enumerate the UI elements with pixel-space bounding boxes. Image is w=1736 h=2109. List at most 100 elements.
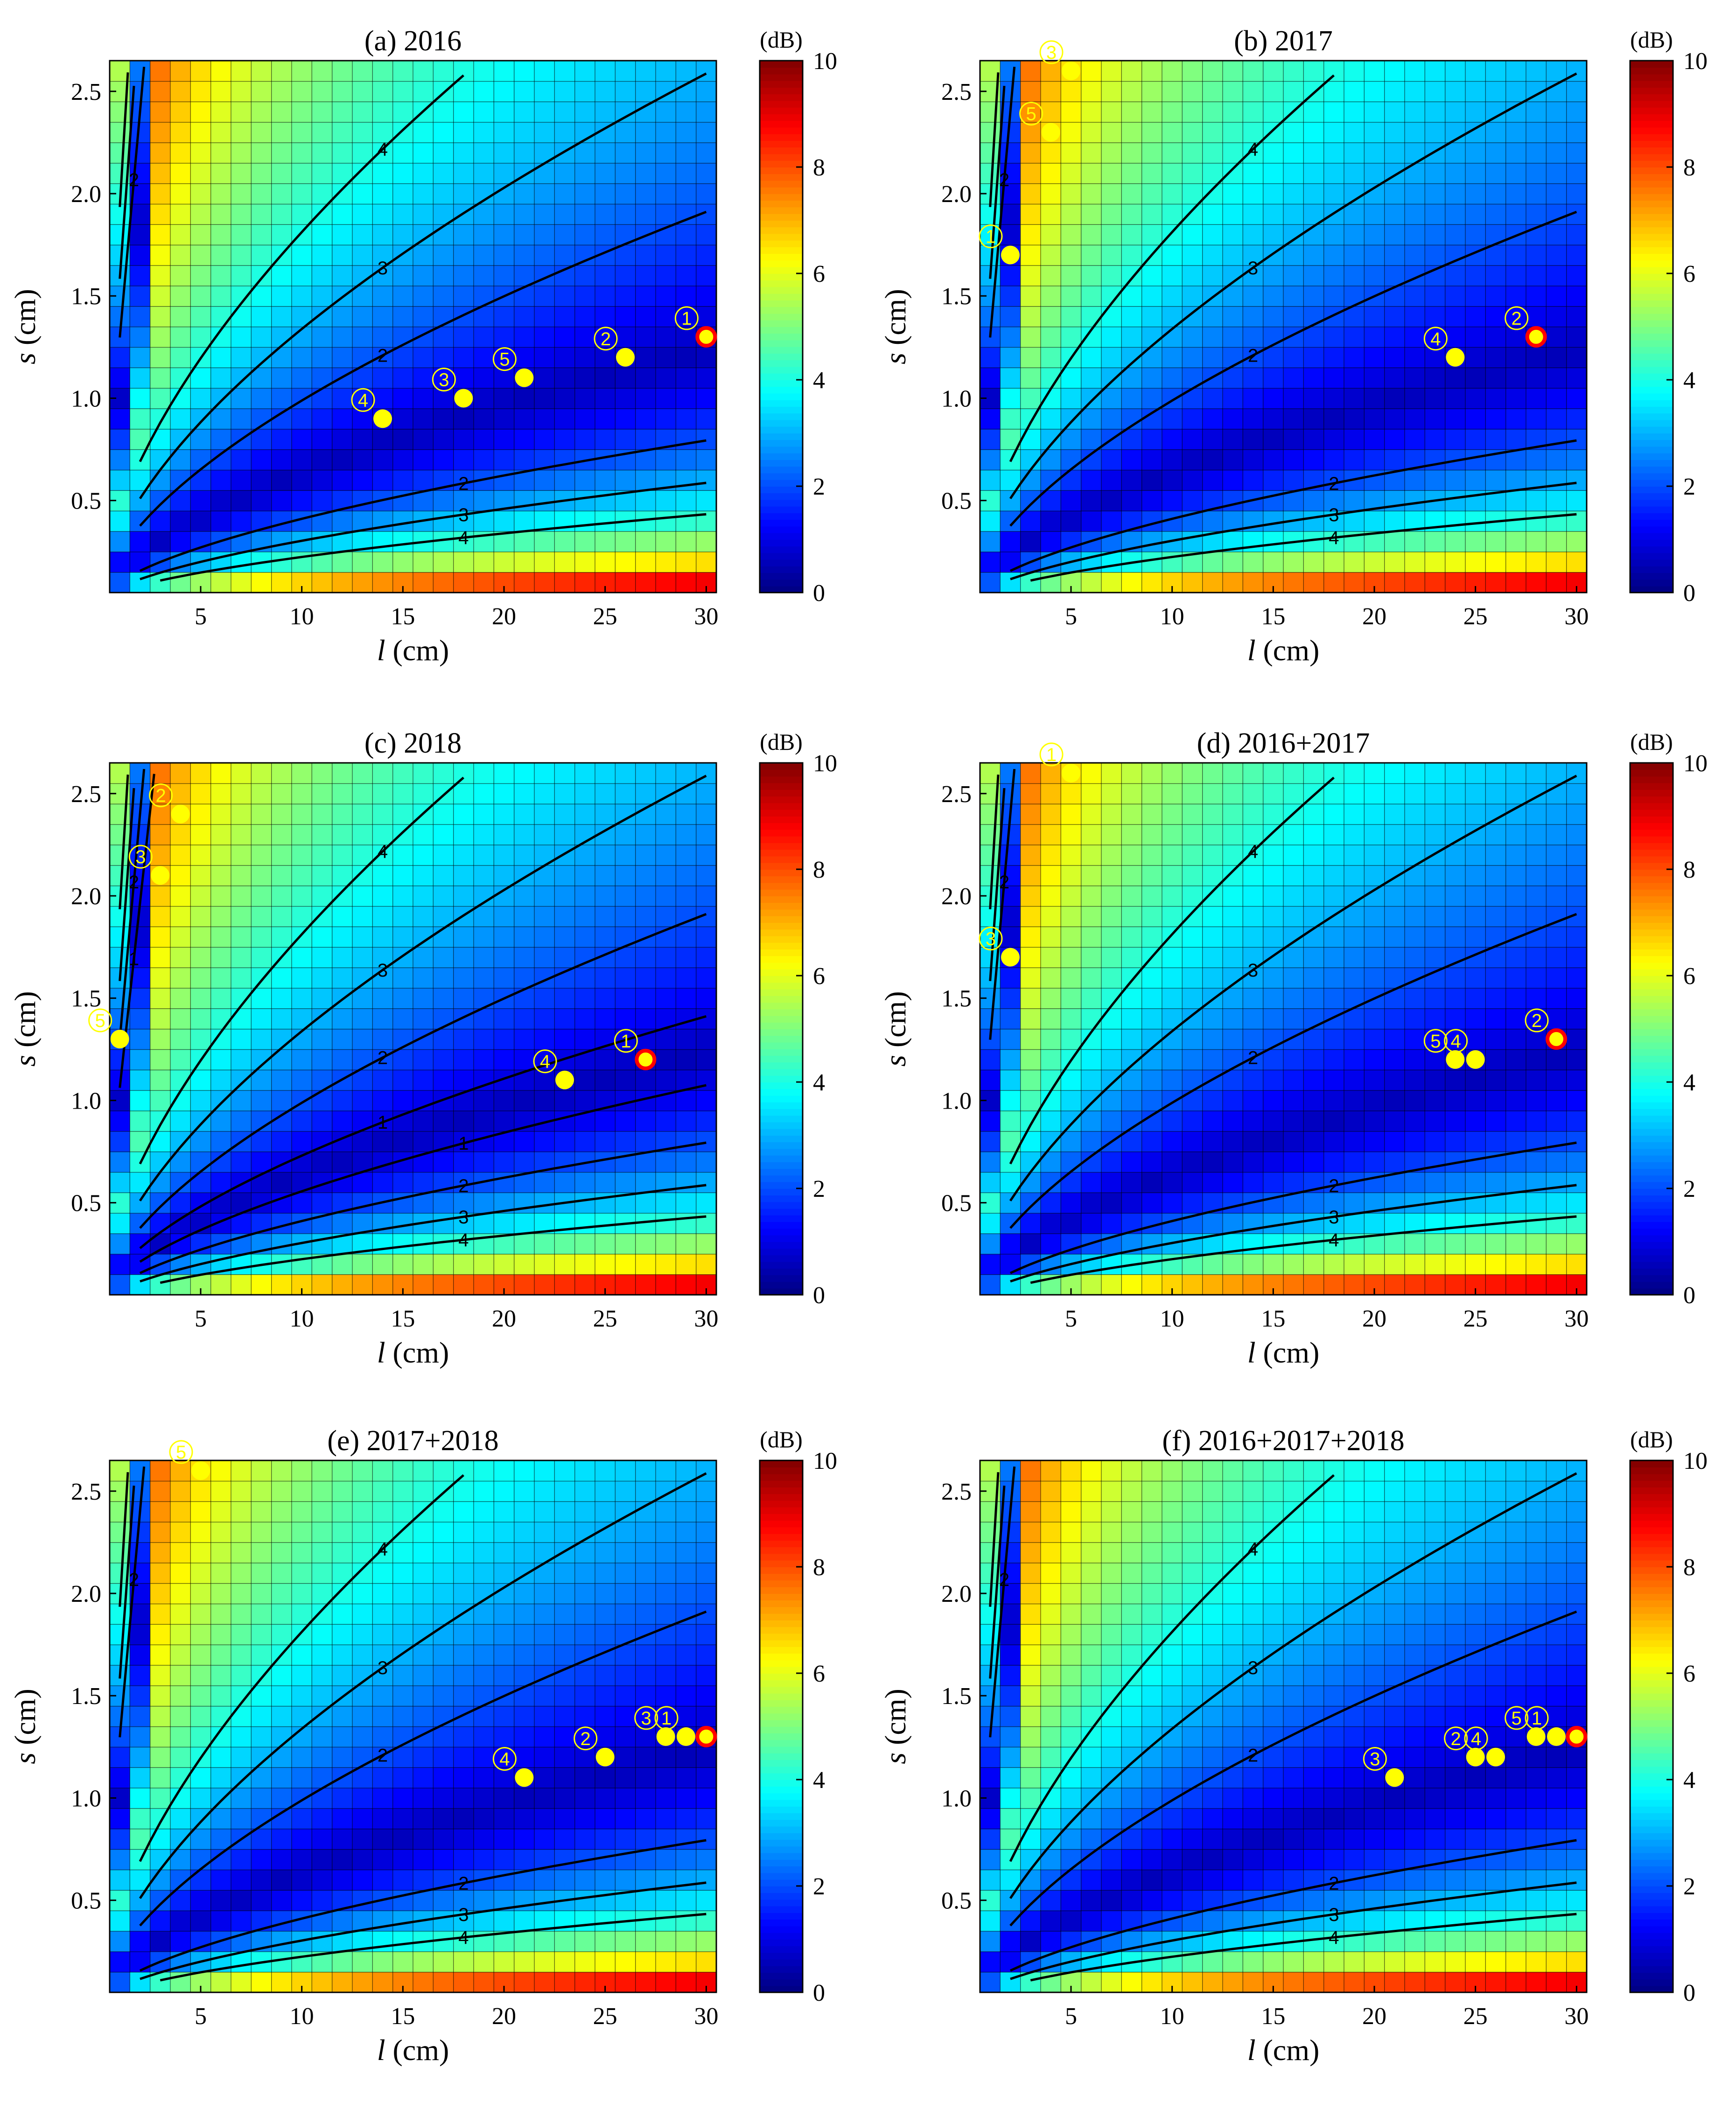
heatmap-cell xyxy=(1141,1521,1163,1543)
heatmap-cell xyxy=(210,367,232,389)
heatmap-cell xyxy=(1060,224,1082,245)
heatmap-cell xyxy=(1060,967,1082,989)
heatmap-cell xyxy=(1182,1131,1203,1152)
contour-label: 3 xyxy=(378,960,388,981)
contour-line-2 xyxy=(1009,1141,1577,1274)
heatmap-cell xyxy=(675,1910,697,1932)
heatmap-cell xyxy=(210,1808,232,1830)
heatmap-cell xyxy=(170,265,191,286)
heatmap-cell xyxy=(231,306,252,328)
rank-circle xyxy=(432,367,456,391)
rank-label: 1 xyxy=(661,1708,672,1729)
heatmap-cell xyxy=(1000,306,1021,328)
colorbar-band xyxy=(760,1739,803,1747)
heatmap-cell xyxy=(1000,1542,1021,1564)
x-tick-label: 30 xyxy=(694,1306,718,1332)
heatmap-cell xyxy=(433,824,454,845)
heatmap-cell xyxy=(635,469,657,491)
heatmap-cell xyxy=(675,551,697,573)
heatmap-cell xyxy=(655,1890,677,1911)
x-tick-label: 25 xyxy=(593,2003,617,2030)
heatmap-cell xyxy=(1020,1767,1042,1788)
heatmap-cell xyxy=(453,162,475,184)
heatmap-cell xyxy=(1465,285,1486,307)
heatmap-cell xyxy=(655,1212,677,1234)
heatmap-cell xyxy=(635,367,657,389)
heatmap-cell xyxy=(291,224,313,245)
heatmap-cell xyxy=(129,387,151,409)
heatmap-cell xyxy=(1060,469,1082,491)
heatmap-cell xyxy=(574,183,596,205)
heatmap-cell xyxy=(655,1253,677,1275)
heatmap-cell xyxy=(1141,824,1163,845)
heatmap-cell xyxy=(291,906,313,928)
heatmap-cell xyxy=(615,531,636,552)
heatmap-cell xyxy=(1060,387,1082,409)
heatmap-cell xyxy=(1404,551,1426,573)
heatmap-cell xyxy=(1344,572,1365,594)
heatmap-cell xyxy=(1465,1008,1486,1030)
colorbar-band xyxy=(760,194,803,201)
colorbar-band xyxy=(760,1606,803,1614)
heatmap-cell xyxy=(332,1151,353,1173)
heatmap-cell xyxy=(271,1131,293,1152)
heatmap-cell xyxy=(980,1746,1001,1768)
heatmap-cell xyxy=(453,1274,475,1296)
heatmap-cell xyxy=(1364,803,1385,825)
heatmap-cell xyxy=(352,551,373,573)
heatmap-cell xyxy=(1182,244,1203,266)
heatmap-cell xyxy=(1040,1705,1062,1727)
heatmap-cell xyxy=(554,81,575,102)
heatmap-cell xyxy=(493,1521,515,1543)
heatmap-cell xyxy=(493,203,515,225)
heatmap-cell xyxy=(1505,367,1527,389)
heatmap-cell xyxy=(210,1828,232,1850)
heatmap-cell xyxy=(1384,449,1406,471)
heatmap-cell xyxy=(1121,326,1142,348)
colorbar-tick-label: 6 xyxy=(813,963,825,990)
heatmap-cell xyxy=(1465,1069,1486,1091)
heatmap-cell xyxy=(1101,1008,1122,1030)
heatmap-cell xyxy=(150,183,171,205)
heatmap-cell xyxy=(1121,1089,1142,1111)
colorbar-band xyxy=(760,1500,803,1508)
heatmap-cell xyxy=(1444,572,1466,594)
heatmap-cell xyxy=(1444,142,1466,164)
heatmap-cell xyxy=(1384,572,1406,594)
heatmap-cell xyxy=(1162,1049,1183,1070)
heatmap-cell xyxy=(1323,469,1345,491)
heatmap-cell xyxy=(1242,1008,1264,1030)
heatmap-cell xyxy=(332,224,353,245)
heatmap-cell xyxy=(493,1049,515,1070)
heatmap-cell xyxy=(150,987,171,1009)
heatmap-cell xyxy=(251,142,272,164)
heatmap-cell xyxy=(675,1089,697,1111)
heatmap-cell xyxy=(372,1787,393,1809)
heatmap-cell xyxy=(1080,1521,1102,1543)
heatmap-cell xyxy=(1485,367,1506,389)
heatmap-cell xyxy=(1202,1049,1224,1070)
heatmap-cell xyxy=(372,428,393,450)
heatmap-cell xyxy=(413,783,434,804)
heatmap-cell xyxy=(1202,783,1224,804)
heatmap-cell xyxy=(190,183,211,205)
heatmap-cell xyxy=(271,926,293,948)
heatmap-cell xyxy=(1546,469,1567,491)
heatmap-cell xyxy=(675,824,697,845)
rank-label: 3 xyxy=(986,929,996,950)
colorbar-band xyxy=(760,280,803,287)
heatmap-cell xyxy=(413,121,434,143)
heatmap-cell xyxy=(574,326,596,348)
heatmap-cell xyxy=(595,1480,616,1502)
heatmap-cell xyxy=(1060,1767,1082,1788)
heatmap-cell xyxy=(332,803,353,825)
x-tick-label: 5 xyxy=(1065,1306,1077,1332)
heatmap-cell xyxy=(413,60,434,82)
heatmap-cell xyxy=(554,1828,575,1850)
colorbar-band xyxy=(760,413,803,420)
heatmap-cell xyxy=(1262,510,1284,532)
heatmap-cell xyxy=(655,306,677,328)
heatmap-cell xyxy=(1242,885,1264,907)
heatmap-cell xyxy=(231,101,252,123)
heatmap-cell xyxy=(1020,183,1042,205)
